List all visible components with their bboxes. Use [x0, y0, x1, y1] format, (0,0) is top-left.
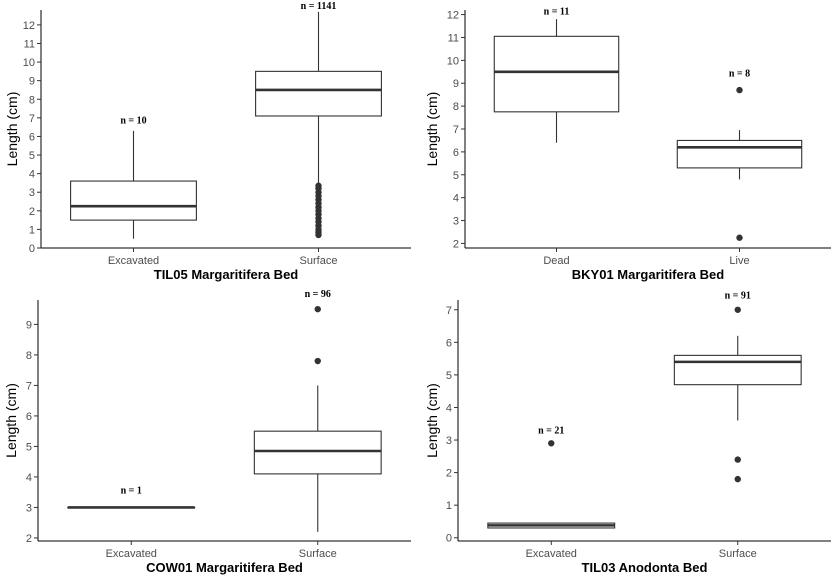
box-dead: n = 11: [493, 7, 620, 143]
panel-title: BKY01 Margaritifera Bed: [572, 267, 724, 282]
y-tick-label: 12: [23, 20, 35, 32]
x-tick-label: Live: [729, 255, 749, 267]
x-tick-label: Excavated: [108, 255, 159, 267]
chart-panel-2: 2 3 4 5 6 7 8 9 10 11 12 Length (cm) Dead Live BKY01 M…: [424, 7, 831, 282]
chart-panel-4: 0 1 2 3 4 5 6 7 Length (cm) Excavated Surface TIL03…: [424, 290, 831, 575]
y-tick-label: 8: [26, 350, 32, 362]
y-axis-title: Length (cm): [4, 92, 20, 167]
box-surface: n = 96: [253, 289, 382, 532]
x-tick-label: Dead: [543, 255, 569, 267]
count-label: n = 11: [544, 7, 570, 18]
x-tick-label: Surface: [300, 255, 338, 267]
y-tick-label: 2: [29, 206, 35, 218]
y-tick-label: 4: [453, 193, 459, 205]
y-tick-label: 1: [446, 500, 452, 512]
y-axis-title: Length (cm): [3, 383, 19, 458]
outlier-point: [734, 306, 741, 313]
outlier-point: [314, 305, 321, 313]
box-surface: n = 91: [673, 290, 802, 483]
y-tick-label: 6: [29, 131, 35, 143]
count-label: n = 1: [121, 486, 142, 497]
y-tick-label: 2: [26, 533, 32, 545]
y-tick-label: 3: [29, 187, 35, 199]
x-tick-label: Excavated: [106, 548, 157, 560]
y-tick-label: 4: [446, 402, 452, 414]
box-excavated: n = 21: [487, 426, 616, 529]
box-excavated: n = 1: [67, 486, 196, 509]
y-tick-label: 3: [26, 502, 32, 514]
panel-title: COW01 Margaritifera Bed: [146, 560, 303, 575]
iqr-box: [493, 35, 620, 113]
outlier-point: [736, 234, 743, 241]
outlier-point: [736, 86, 743, 94]
y-tick-label: 7: [453, 124, 459, 136]
y-tick-label: 5: [29, 150, 35, 162]
y-tick-label: 3: [453, 216, 459, 228]
y-tick-label: 1: [29, 224, 35, 236]
count-label: n = 10: [120, 115, 146, 126]
y-tick-label: 9: [26, 319, 32, 331]
panel-title: TIL03 Anodonta Bed: [582, 560, 708, 575]
y-tick-label: 7: [26, 380, 32, 392]
iqr-box: [676, 139, 803, 169]
y-tick-label: 2: [453, 238, 459, 250]
y-tick-label: 11: [448, 32, 459, 44]
y-tick-label: 3: [446, 435, 452, 447]
outlier-point: [314, 357, 321, 365]
chart-panel-3: 2 3 4 5 6 7 8 9 Length (cm) Excavated SurfaceCOW01…: [3, 289, 411, 575]
panel-title: TIL05 Margaritifera Bed: [154, 267, 299, 282]
count-label: n = 96: [305, 289, 331, 300]
y-tick-label: 11: [24, 38, 35, 50]
iqr-box: [673, 354, 802, 386]
count-label: n = 1141: [301, 1, 337, 12]
iqr-box: [255, 70, 382, 117]
outlier-point: [734, 456, 741, 463]
outlier-point: [548, 440, 555, 447]
count-label: n = 91: [725, 290, 751, 301]
y-tick-label: 4: [26, 472, 32, 484]
y-tick-label: 6: [453, 147, 459, 159]
box-surface: n = 1141: [255, 1, 382, 239]
y-axis-title: Length (cm): [424, 383, 440, 458]
y-tick-label: 5: [26, 441, 32, 453]
y-tick-label: 8: [453, 101, 459, 113]
x-tick-label: Excavated: [526, 548, 577, 560]
box-excavated: n = 10: [70, 115, 197, 239]
y-tick-label: 0: [446, 533, 452, 545]
y-tick-label: 7: [446, 305, 452, 317]
y-tick-label: 10: [23, 57, 35, 69]
y-tick-label: 0: [29, 243, 35, 255]
y-tick-label: 7: [29, 113, 35, 125]
y-tick-label: 4: [29, 169, 35, 181]
box-live: n = 8: [676, 68, 803, 241]
x-tick-label: Surface: [299, 548, 337, 560]
y-tick-label: 6: [446, 337, 452, 349]
y-tick-label: 5: [446, 370, 452, 382]
y-tick-label: 9: [29, 76, 35, 88]
y-tick-label: 9: [453, 78, 459, 90]
y-tick-label: 2: [446, 468, 452, 480]
iqr-box: [70, 180, 197, 221]
outlier-point: [315, 182, 322, 189]
y-tick-label: 6: [26, 411, 32, 423]
y-tick-label: 12: [447, 10, 459, 22]
count-label: n = 21: [538, 426, 564, 437]
y-tick-label: 5: [453, 170, 459, 182]
outlier-point: [734, 475, 741, 483]
y-axis-title: Length (cm): [424, 92, 440, 167]
iqr-box: [253, 430, 382, 475]
y-tick-label: 8: [29, 94, 35, 106]
x-tick-label: Surface: [719, 548, 757, 560]
y-tick-label: 10: [447, 55, 459, 67]
count-label: n = 8: [729, 68, 750, 79]
